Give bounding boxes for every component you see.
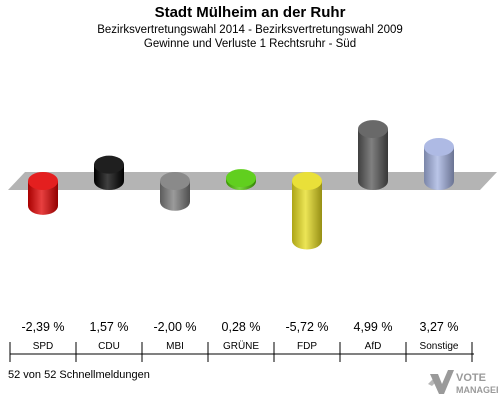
bar-cdu: [94, 155, 124, 190]
vote-manager-logo: VOTE MANAGER: [428, 370, 498, 395]
bar-sonstige: [424, 137, 454, 190]
bar-grne: [226, 169, 256, 190]
chart-subtitle-2: Gewinne und Verluste 1 Rechtsruhr - Süd: [143, 38, 357, 50]
bar-spd: [28, 172, 58, 215]
category-label: MBI: [166, 341, 184, 352]
svg-text:VOTE: VOTE: [456, 372, 486, 384]
footer-note: 52 von 52 Schnellmeldungen: [8, 369, 150, 381]
value-label: 1,57 %: [90, 320, 129, 334]
value-label: 3,27 %: [420, 320, 459, 334]
value-label: 0,28 %: [222, 320, 261, 334]
bar-afd: [358, 120, 388, 190]
category-label: SPD: [33, 341, 54, 352]
category-label: FDP: [297, 341, 317, 352]
chart-title: Stadt Mülheim an der Ruhr: [154, 4, 346, 21]
value-label: -5,72 %: [285, 320, 328, 334]
category-label: GRÜNE: [223, 340, 259, 352]
chart-subtitle-1: Bezirksvertretungswahl 2014 - Bezirksver…: [97, 24, 403, 36]
bar-fdp: [292, 172, 322, 250]
category-label: Sonstige: [420, 341, 459, 352]
category-label: AfD: [365, 341, 382, 352]
value-label: -2,39 %: [21, 320, 64, 334]
svg-text:MANAGER: MANAGER: [456, 385, 498, 395]
bar-mbi: [160, 172, 190, 211]
category-label: CDU: [98, 341, 120, 352]
value-label: 4,99 %: [354, 320, 393, 334]
value-label: -2,00 %: [153, 320, 196, 334]
